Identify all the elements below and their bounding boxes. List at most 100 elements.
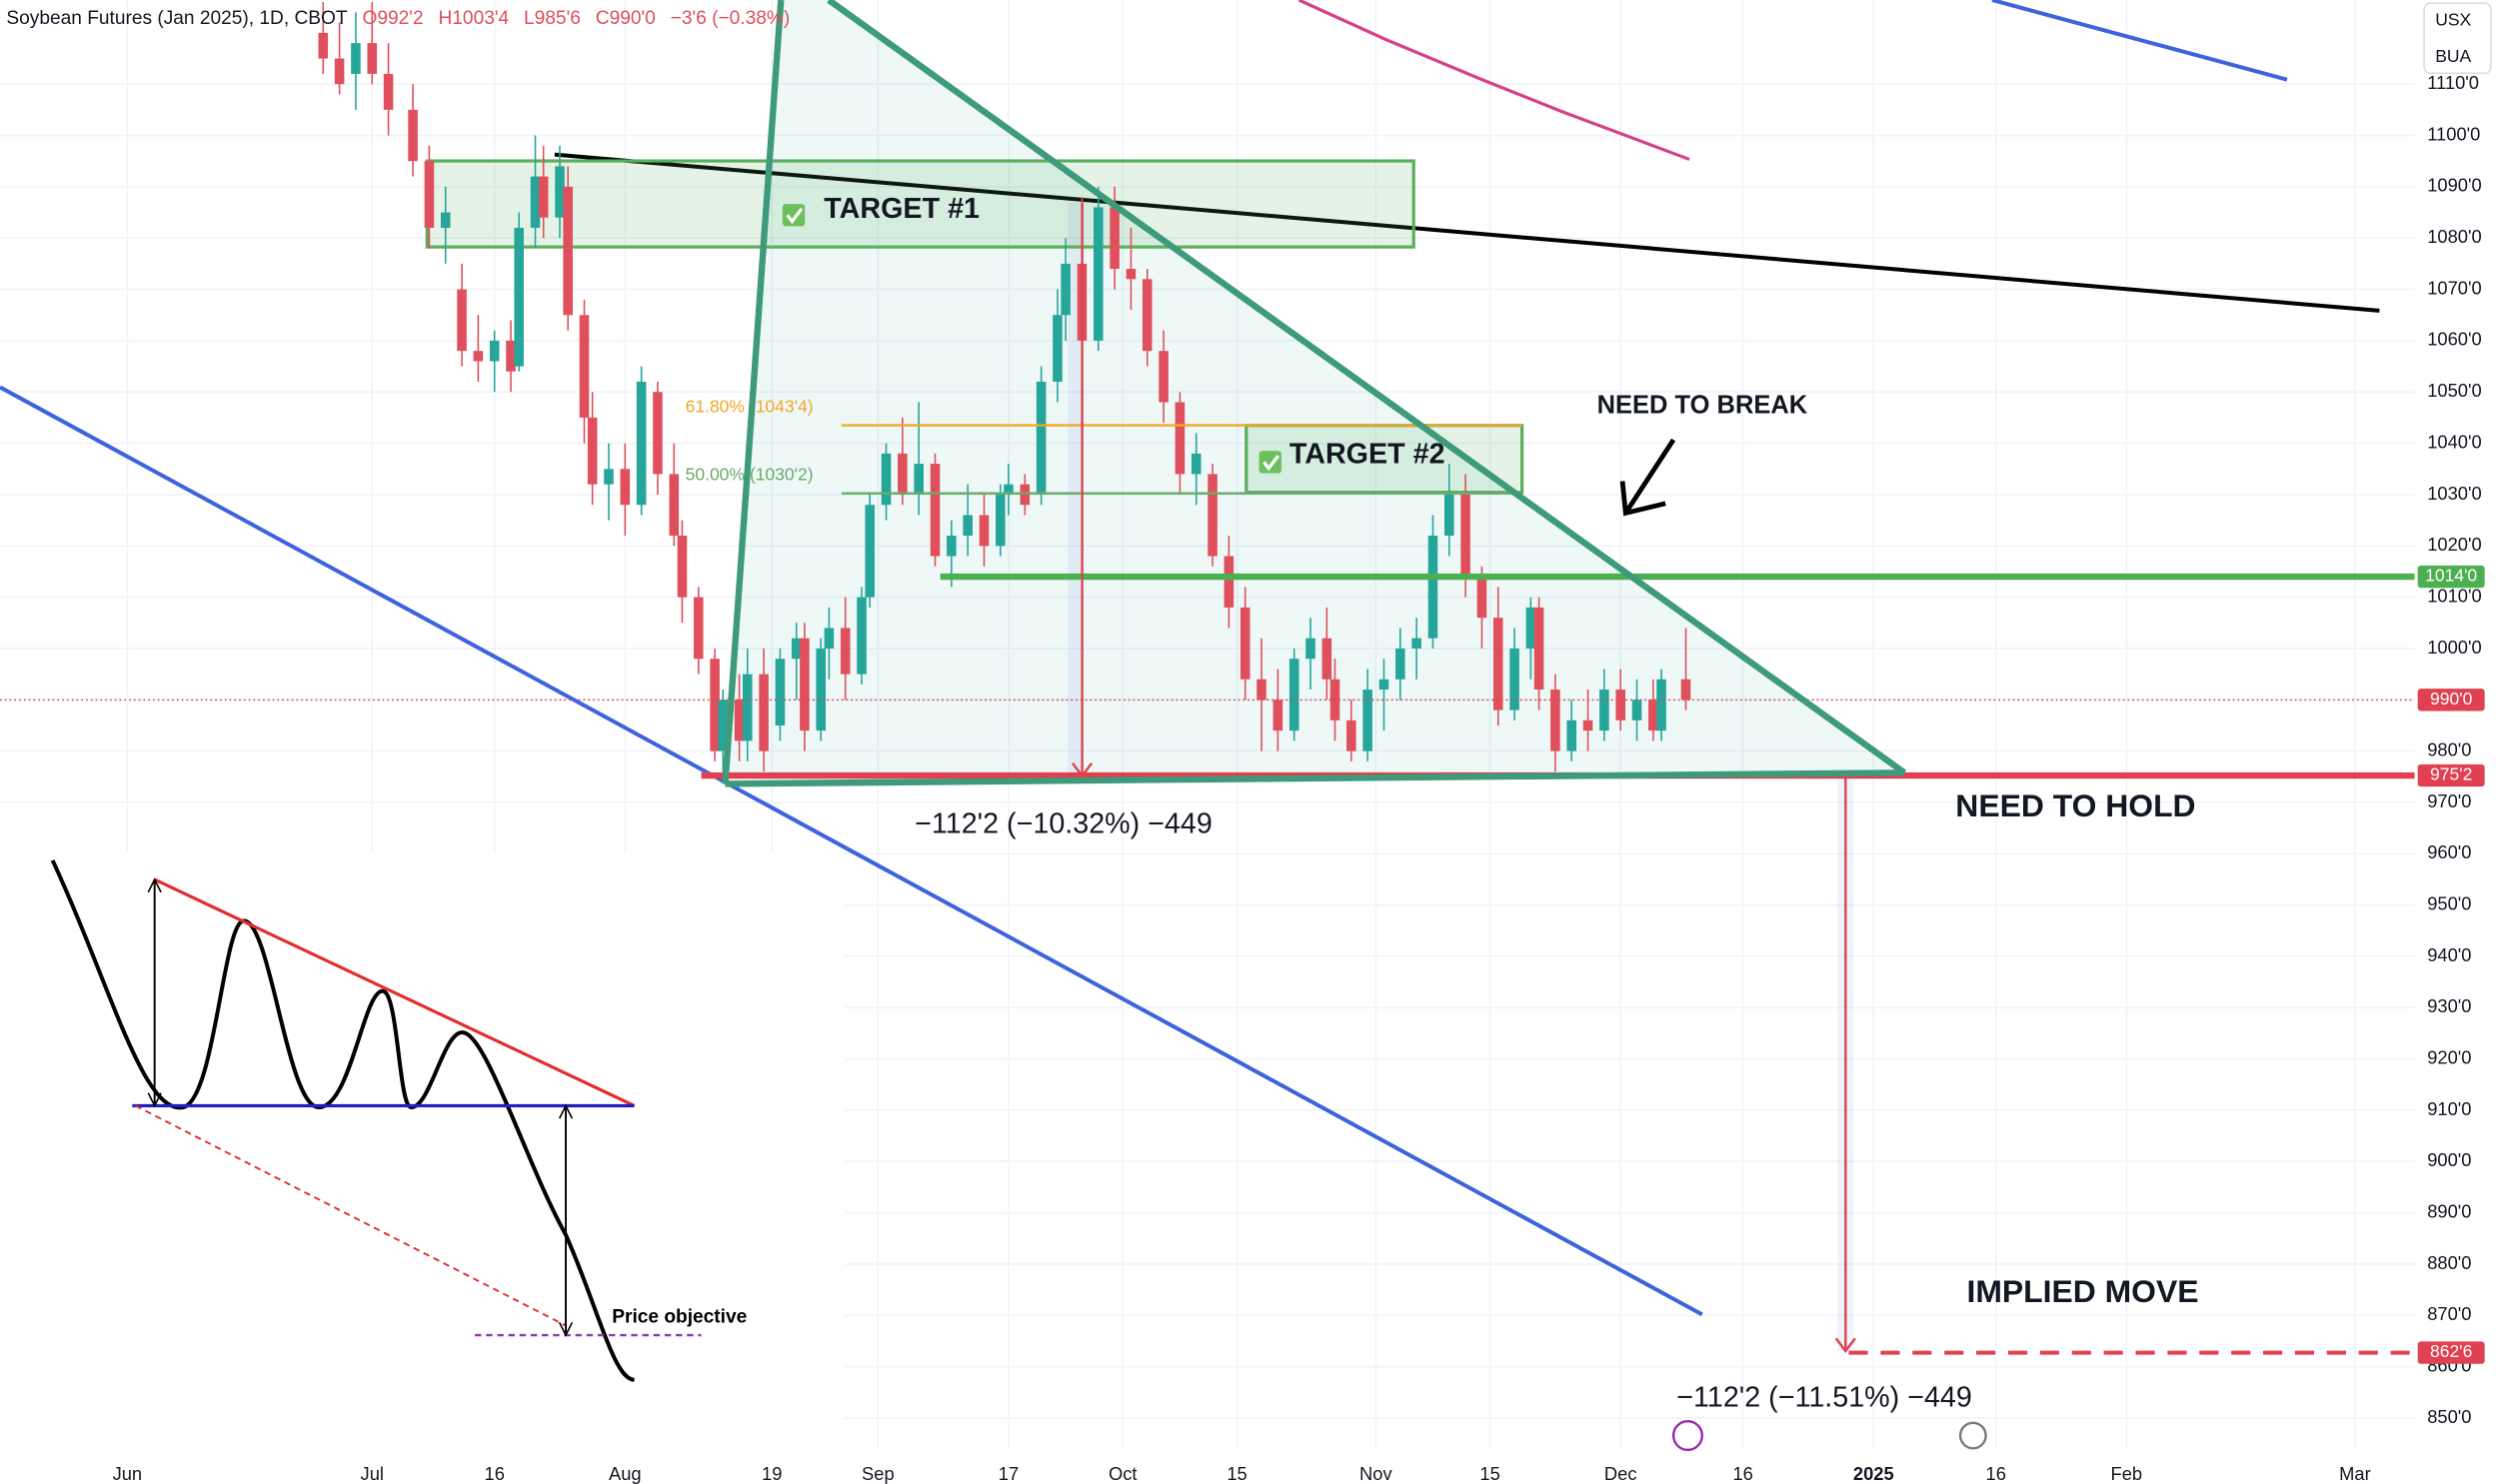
x-tick-label: Jun <box>113 1463 143 1484</box>
event-icon[interactable] <box>1671 1419 1703 1452</box>
candle-body <box>898 453 908 495</box>
annotation: TARGET #2 <box>1289 439 1445 471</box>
candle-body <box>1656 679 1666 732</box>
candle-body <box>1191 453 1202 475</box>
candle-body <box>367 43 378 74</box>
x-tick-label: 2025 <box>1853 1463 1894 1484</box>
y-tick-label: 1110'0 <box>2427 72 2479 93</box>
annotation: NEED TO BREAK <box>1597 391 1808 419</box>
candle-body <box>1110 207 1120 270</box>
candle-body <box>351 43 361 74</box>
arrow <box>1623 438 1676 515</box>
moving-average <box>1297 0 1690 161</box>
x-tick-label: 17 <box>999 1463 1019 1484</box>
candle-body <box>318 32 329 59</box>
y-tick-label: 1050'0 <box>2427 380 2481 401</box>
candle-body <box>947 535 957 557</box>
candle-body <box>653 392 663 475</box>
candle-body <box>1566 720 1577 751</box>
candle-body <box>1395 648 1405 680</box>
price-label: 862'6 <box>2430 1341 2472 1361</box>
pattern-line <box>153 877 636 1107</box>
inset-background <box>0 851 846 1450</box>
candle-body <box>424 161 435 228</box>
x-tick-label: 16 <box>485 1463 505 1484</box>
axes: 850'0860'0870'0880'0890'0900'0910'0920'0… <box>113 72 2485 1484</box>
candle-body <box>1020 484 1031 506</box>
candles <box>318 2 1691 772</box>
ohlc: C990'0 <box>596 8 656 29</box>
candle-body <box>408 109 418 162</box>
candle-body <box>538 176 549 218</box>
candle-body <box>1346 720 1356 751</box>
candle-body <box>1159 351 1169 403</box>
candle-body <box>1208 474 1218 557</box>
x-tick-label: Jul <box>361 1463 384 1484</box>
event-icon[interactable] <box>1958 1421 1987 1450</box>
candle-body <box>1631 700 1642 721</box>
x-tick-label: 16 <box>1986 1463 2006 1484</box>
candle-body <box>1476 577 1487 619</box>
trend-line <box>0 385 1703 1317</box>
candle-body <box>914 464 924 495</box>
candle-body <box>1053 315 1063 382</box>
candle-body <box>800 638 810 732</box>
candle-body <box>1509 648 1519 711</box>
pattern-arrow-head <box>558 1103 574 1119</box>
pattern-curve <box>50 859 635 1382</box>
pattern-arrow-head <box>147 1092 162 1108</box>
candle-body <box>563 186 573 316</box>
triangle-edge <box>725 769 1905 787</box>
candle-body <box>1615 690 1625 721</box>
candle-body <box>636 381 647 506</box>
check-mark <box>1262 455 1279 472</box>
candle-body <box>791 638 802 660</box>
symbol-label: BUA <box>2435 46 2471 66</box>
x-tick-label: Aug <box>609 1463 642 1484</box>
candle-body <box>1224 556 1235 608</box>
candle-body <box>620 469 631 506</box>
check-icon <box>1258 451 1281 474</box>
candle-body <box>775 659 786 726</box>
candle-body <box>530 176 541 228</box>
candle-body <box>1460 494 1470 578</box>
candle-body <box>1525 607 1536 649</box>
annotation: IMPLIED MOVE <box>1966 1273 2198 1309</box>
candle-body <box>604 469 614 485</box>
candle-body <box>824 628 835 649</box>
candle-body <box>881 453 892 506</box>
candle-body <box>1680 679 1691 701</box>
price-axis-bg <box>2414 0 2499 1484</box>
ohlc: O992'2 <box>363 8 424 29</box>
measure-label: −112'2 (−10.32%) −449 <box>915 807 1213 839</box>
header: Soybean Futures (Jan 2025), 1D, CBOT O99… <box>6 8 790 29</box>
y-tick-label: 920'0 <box>2427 1047 2471 1068</box>
candle-body <box>693 597 704 660</box>
candle-body <box>1272 700 1283 732</box>
candle-body <box>1648 700 1658 732</box>
candle-body <box>1305 638 1315 660</box>
measure-arrow <box>1072 761 1094 778</box>
arrow-head <box>1619 481 1666 517</box>
x-tick-label: 19 <box>762 1463 782 1484</box>
y-tick-label: 900'0 <box>2427 1149 2471 1170</box>
title: Soybean Futures (Jan 2025), 1D, CBOT <box>6 8 348 29</box>
candle-body <box>1061 263 1071 316</box>
price-label: 975'2 <box>2430 764 2472 784</box>
candle-body <box>710 659 720 751</box>
candle-body <box>506 340 516 372</box>
symbol-box[interactable] <box>2423 2 2492 75</box>
candle-body <box>1378 679 1389 691</box>
y-tick-label: 1080'0 <box>2427 226 2481 247</box>
candle-body <box>742 674 753 742</box>
candle-body <box>383 73 394 110</box>
price-label-box <box>2417 565 2485 589</box>
y-tick-label: 930'0 <box>2427 995 2471 1016</box>
inset-diagram: Price objective <box>0 851 846 1450</box>
annotation: NEED TO HOLD <box>1955 787 2195 823</box>
candle-body <box>457 289 467 352</box>
candle-body <box>865 505 875 598</box>
candle-body <box>1126 269 1137 280</box>
